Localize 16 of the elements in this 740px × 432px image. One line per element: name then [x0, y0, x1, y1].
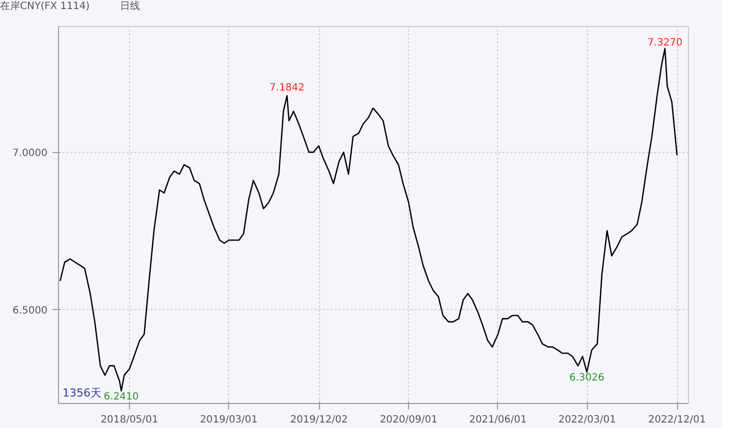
x-tick-label: 2021/06/01 [469, 414, 527, 426]
x-tick-label: 2019/03/01 [200, 414, 258, 426]
annotation: 1356天 [62, 386, 102, 400]
y-tick-label: 6.5000 [12, 305, 48, 316]
x-tick-label: 2018/05/01 [100, 414, 158, 426]
annotation: 6.2410 [104, 392, 139, 403]
x-tick-label: 2019/12/02 [290, 414, 348, 426]
x-tick-label: 2022/12/01 [648, 414, 706, 426]
annotation: 7.1842 [270, 82, 305, 94]
chart-subtitle: 日线 [120, 0, 140, 14]
annotation: 6.3026 [569, 372, 604, 384]
x-tick-label: 2020/09/01 [380, 414, 438, 426]
x-tick-label: 2022/03/01 [558, 414, 616, 426]
y-tick-label: 7.0000 [12, 148, 48, 160]
annotation: 7.3270 [647, 37, 682, 48]
chart-title: 在岸CNY(FX 1114) [0, 0, 90, 14]
